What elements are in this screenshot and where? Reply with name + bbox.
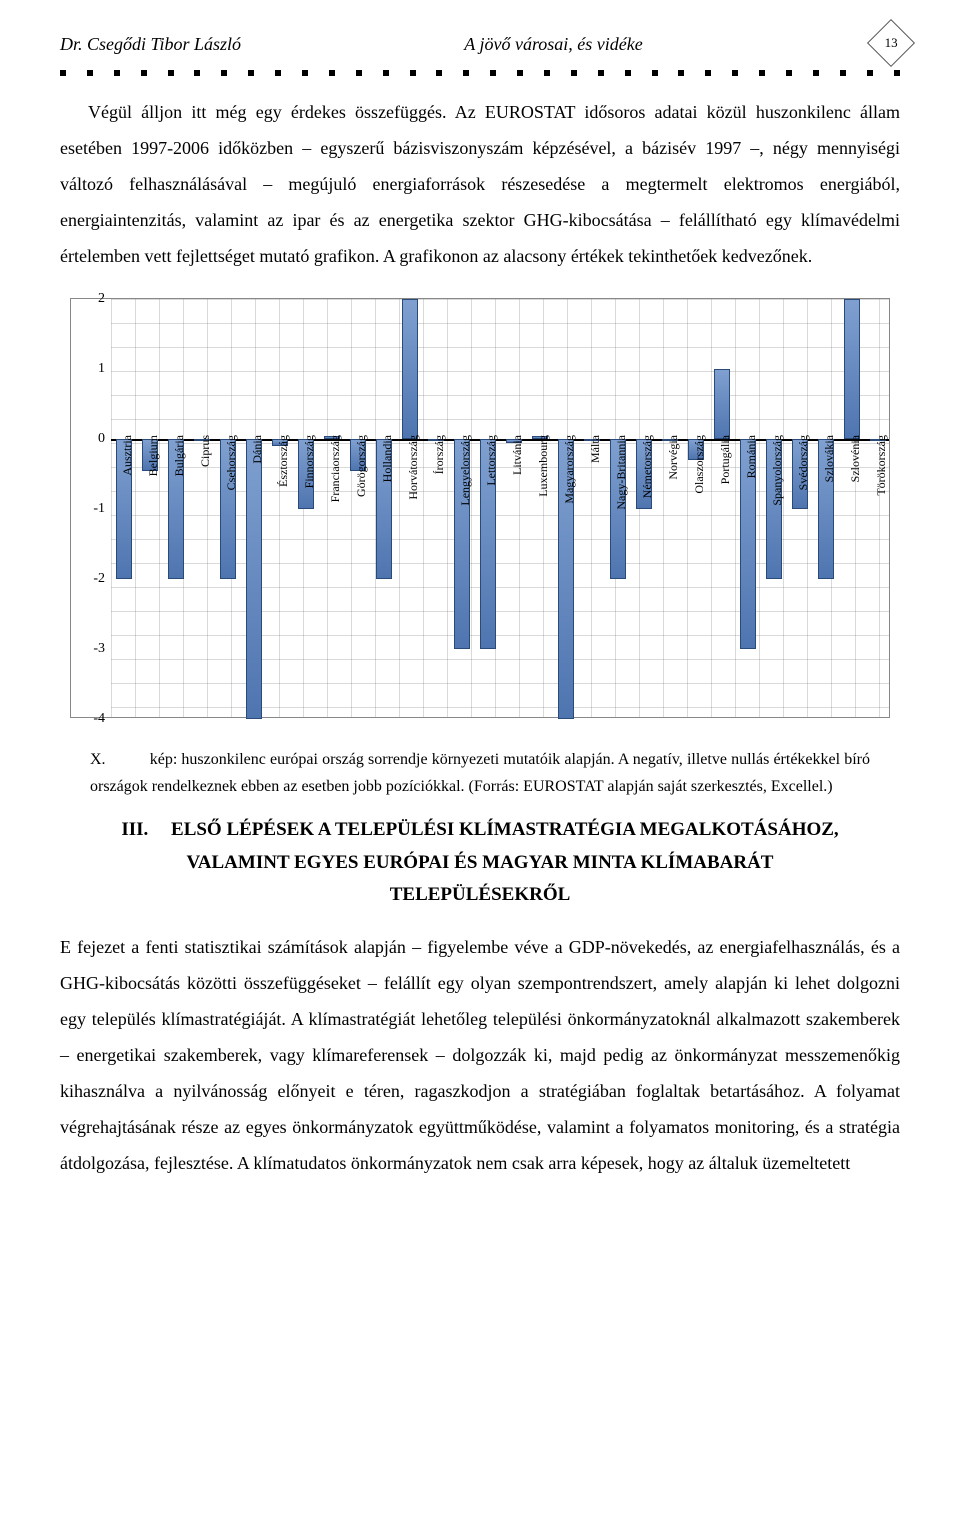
page-header: Dr. Csegődi Tibor László A jövő városai,… bbox=[60, 30, 900, 64]
bar-column: Románia bbox=[738, 299, 758, 717]
bar-label: Portugália bbox=[716, 435, 735, 484]
bar-label: Románia bbox=[742, 435, 761, 478]
bar-column: Luxembourg bbox=[530, 299, 550, 717]
chart-container: -4-3-2-1012 AusztriaBelgiumBulgáriaCipru… bbox=[60, 298, 900, 718]
bar bbox=[714, 369, 730, 439]
bar-column: Németország bbox=[634, 299, 654, 717]
bar-column: Litvánia bbox=[504, 299, 524, 717]
bar-chart: -4-3-2-1012 AusztriaBelgiumBulgáriaCipru… bbox=[70, 298, 890, 718]
bar-column: Norvégia bbox=[660, 299, 680, 717]
page-number: 13 bbox=[885, 33, 898, 54]
y-axis: -4-3-2-1012 bbox=[71, 299, 111, 717]
bar-label: Franciaország bbox=[326, 435, 345, 502]
bar-column: Portugália bbox=[712, 299, 732, 717]
bar-label: Nagy-Britannia bbox=[612, 435, 631, 510]
caption-text: kép: huszonkilenc európai ország sorrend… bbox=[90, 751, 870, 795]
bar-label: Lengyelország bbox=[456, 435, 475, 506]
author-name: Dr. Csegődi Tibor László bbox=[60, 30, 241, 59]
bar-label: Magyarország bbox=[560, 435, 579, 504]
y-tick-label: 2 bbox=[98, 288, 105, 310]
bar-label: Svédország bbox=[794, 435, 813, 490]
dotted-divider bbox=[60, 70, 900, 76]
bar-label: Horvátország bbox=[404, 435, 423, 500]
bar-label: Ciprus bbox=[196, 435, 215, 467]
section-heading-text: ELSŐ LÉPÉSEK A TELEPÜLÉSI KLÍMASTRATÉGIA… bbox=[171, 819, 839, 905]
bar-column: Szlovénia bbox=[842, 299, 862, 717]
section-roman: III. bbox=[121, 814, 148, 846]
bar-column: Ausztria bbox=[114, 299, 134, 717]
bar-column: Észtország bbox=[270, 299, 290, 717]
bar-label: Litvánia bbox=[508, 435, 527, 475]
bar-column: Nagy-Britannia bbox=[608, 299, 628, 717]
bars-layer: Ausztria Belgium Bulgária Ciprus Csehország D… bbox=[111, 299, 889, 717]
bar-label: Lettország bbox=[482, 435, 501, 486]
bar-column: Ciprus bbox=[192, 299, 212, 717]
bar-column: Franciaország bbox=[322, 299, 342, 717]
caption-lead: X. bbox=[90, 751, 106, 768]
bar-label: Csehország bbox=[222, 435, 241, 490]
bar-label: Szlovákia bbox=[820, 435, 839, 482]
bar-label: Észtország bbox=[274, 435, 293, 487]
bar-label: Finnország bbox=[300, 435, 319, 488]
bar-column: Málta bbox=[582, 299, 602, 717]
bar-column: Görögország bbox=[348, 299, 368, 717]
bar-column: Szlovákia bbox=[816, 299, 836, 717]
bar-label: Hollandia bbox=[378, 435, 397, 482]
bar-label: Németország bbox=[638, 435, 657, 498]
section-heading: III. ELSŐ LÉPÉSEK A TELEPÜLÉSI KLÍMASTRA… bbox=[100, 814, 860, 911]
bar-column: Lettország bbox=[478, 299, 498, 717]
y-tick-label: 0 bbox=[98, 428, 105, 450]
bar-column: Spanyolország bbox=[764, 299, 784, 717]
bar bbox=[844, 299, 860, 439]
bar-column: Magyarország bbox=[556, 299, 576, 717]
bar-label: Olaszország bbox=[690, 435, 709, 494]
bar-column: Hollandia bbox=[374, 299, 394, 717]
bar-column: Törökország bbox=[868, 299, 888, 717]
bar-label: Belgium bbox=[144, 435, 163, 476]
bar-label: Dánia bbox=[248, 435, 267, 464]
bar-label: Bulgária bbox=[170, 435, 189, 476]
y-tick-label: -2 bbox=[93, 568, 105, 590]
bar-column: Csehország bbox=[218, 299, 238, 717]
bar-column: Lengyelország bbox=[452, 299, 472, 717]
document-title: A jövő városai, és vidéke bbox=[241, 30, 866, 59]
bar-label: Ausztria bbox=[118, 435, 137, 476]
bar-column: Dánia bbox=[244, 299, 264, 717]
bar-column: Finnország bbox=[296, 299, 316, 717]
bar-column: Írország bbox=[426, 299, 446, 717]
bar-label: Szlovénia bbox=[846, 435, 865, 482]
bar-column: Olaszország bbox=[686, 299, 706, 717]
figure-caption: X. kép: huszonkilenc európai ország sorr… bbox=[90, 746, 870, 800]
bar-label: Spanyolország bbox=[768, 435, 787, 506]
paragraph-1: Végül álljon itt még egy érdekes összefü… bbox=[60, 94, 900, 274]
bar-label: Málta bbox=[586, 435, 605, 463]
bar bbox=[246, 439, 262, 719]
bar-label: Írország bbox=[430, 435, 449, 474]
bar-label: Görögország bbox=[352, 435, 371, 497]
bar-label: Luxembourg bbox=[534, 435, 553, 497]
bar-label: Norvégia bbox=[664, 435, 683, 480]
bar-label: Törökország bbox=[872, 435, 891, 496]
y-tick-label: 1 bbox=[98, 358, 105, 380]
bar-column: Horvátország bbox=[400, 299, 420, 717]
y-tick-label: -3 bbox=[93, 638, 105, 660]
bar bbox=[402, 299, 418, 439]
bar-column: Bulgária bbox=[166, 299, 186, 717]
bar-column: Svédország bbox=[790, 299, 810, 717]
y-tick-label: -4 bbox=[93, 708, 105, 730]
bar-column: Belgium bbox=[140, 299, 160, 717]
page-number-badge: 13 bbox=[867, 19, 915, 67]
paragraph-2: E fejezet a fenti statisztikai számításo… bbox=[60, 929, 900, 1181]
y-tick-label: -1 bbox=[93, 498, 105, 520]
